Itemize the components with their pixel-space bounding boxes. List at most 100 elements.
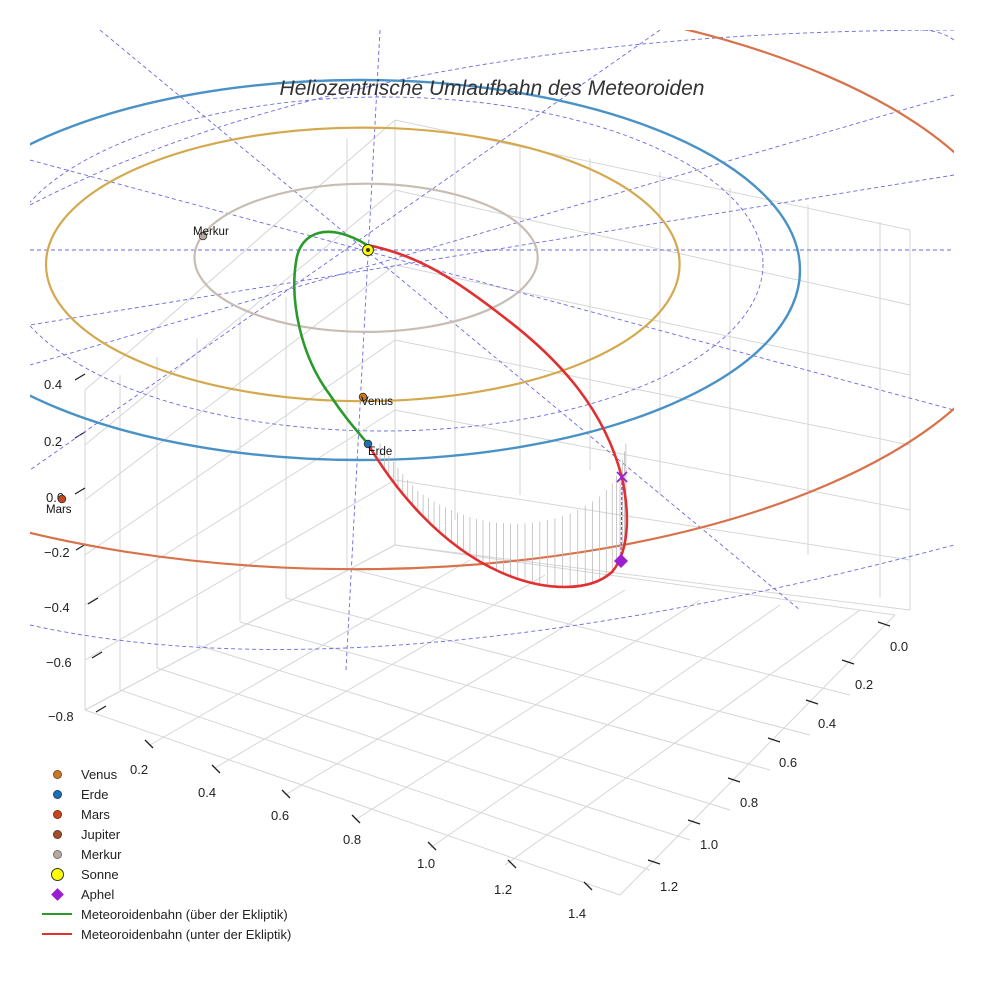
legend-label: Mars xyxy=(81,806,110,822)
x-tick-label: 0.6 xyxy=(271,808,289,823)
grid-line xyxy=(156,667,691,841)
y-tick-mark xyxy=(687,819,701,825)
x-tick-mark xyxy=(507,859,517,869)
planet-venus xyxy=(358,392,368,402)
planet-orbits xyxy=(30,30,954,571)
legend-symbol xyxy=(40,904,74,924)
legend-symbol xyxy=(40,844,74,864)
orbit-merkur xyxy=(193,182,539,333)
planet-label-mars: Mars xyxy=(46,504,72,516)
grid-line xyxy=(394,479,911,561)
aphel-drop-line xyxy=(620,476,623,562)
x-tick-mark xyxy=(211,764,221,774)
planet-label-venus: Venus xyxy=(361,396,393,408)
grid-line xyxy=(354,599,701,821)
y-tick-mark xyxy=(647,859,661,865)
orbit-erde xyxy=(30,78,802,462)
grid-line xyxy=(84,119,396,391)
planet-label-erde: Erde xyxy=(368,446,392,458)
legend-label: Merkur xyxy=(81,846,122,862)
legend-dot-icon xyxy=(52,769,62,779)
z-tick-label: −0.4 xyxy=(44,600,70,615)
orbit-mars xyxy=(30,30,954,571)
legend-item: Jupiter xyxy=(40,824,291,844)
reference-line xyxy=(30,159,954,411)
reference-line xyxy=(30,174,954,326)
legend-label: Sonne xyxy=(81,866,119,882)
z-tick-mark xyxy=(87,597,99,605)
reference-ellipse xyxy=(30,96,764,432)
grid-line xyxy=(394,339,911,446)
grid-line xyxy=(84,264,396,501)
pane-grid xyxy=(84,119,911,896)
y-tick-label: 1.2 xyxy=(660,879,678,894)
z-tick-mark xyxy=(95,705,107,713)
x-tick-label: 0.2 xyxy=(130,762,148,777)
x-tick-label: 1.2 xyxy=(494,882,512,897)
x-tick-mark xyxy=(281,789,291,799)
y-tick-mark xyxy=(767,737,781,743)
grid-line xyxy=(346,567,851,696)
reference-ellipse xyxy=(30,544,954,650)
axis-tick-marks xyxy=(74,373,891,891)
grid-line xyxy=(84,479,396,661)
reference-line xyxy=(99,30,801,611)
grid-line xyxy=(84,189,396,446)
z-tick-mark xyxy=(74,487,86,495)
planet-erde xyxy=(363,439,373,449)
grid-line xyxy=(214,574,546,769)
legend-diamond-icon xyxy=(50,887,64,901)
y-tick-mark xyxy=(877,621,891,627)
planet-label-merkur: Merkur xyxy=(193,226,229,238)
y-tick-label: 0.0 xyxy=(890,639,908,654)
legend-label: Jupiter xyxy=(81,826,121,842)
y-tick-mark xyxy=(727,777,741,783)
x-tick-mark xyxy=(583,881,593,891)
legend-symbol xyxy=(40,784,74,804)
legend-item: Sonne xyxy=(40,864,291,884)
x-tick-label: 1.0 xyxy=(417,856,435,871)
legend-item: Mars xyxy=(40,804,291,824)
legend: Venus Erde Mars Jupiter Merkur Sonne Aphel Mete… xyxy=(40,764,291,944)
drop-lines xyxy=(379,443,627,587)
legend-item: Merkur xyxy=(40,844,291,864)
sun-core xyxy=(366,248,370,252)
y-tick-label: 0.4 xyxy=(818,716,836,731)
x-tick-mark xyxy=(351,814,361,824)
z-tick-mark xyxy=(91,651,103,659)
legend-symbol xyxy=(40,804,74,824)
x-tick-mark xyxy=(144,739,154,749)
y-tick-label: 1.0 xyxy=(700,837,718,852)
legend-label: Aphel xyxy=(81,886,115,902)
planet-markers: Merkur Venus Erde Mars xyxy=(46,226,393,516)
grid-line xyxy=(239,621,771,771)
z-tick-labels: 0.4 0.2 0.0 −0.2 −0.4 −0.6 −0.8 xyxy=(44,377,74,724)
y-tick-label: 0.2 xyxy=(855,677,873,692)
grid-line xyxy=(285,597,811,736)
z-tick-label: −0.2 xyxy=(44,545,70,560)
legend-symbol xyxy=(40,864,74,884)
grid-line xyxy=(429,604,781,849)
legend-item: Aphel xyxy=(40,884,291,904)
y-tick-mark xyxy=(805,699,819,705)
legend-item: Venus xyxy=(40,764,291,784)
grid-line xyxy=(149,559,471,746)
legend-item: Meteoroidenbahn (über der Ekliptik) xyxy=(40,904,291,924)
z-tick-label: −0.6 xyxy=(46,655,72,670)
grid-line xyxy=(196,644,731,811)
y-tick-label: 0.8 xyxy=(740,795,758,810)
chart-title: Heliozentrische Umlaufbahn des Meteoroid… xyxy=(280,77,705,100)
reference-lines xyxy=(30,30,954,671)
legend-label: Venus xyxy=(81,766,118,782)
legend-dot-icon xyxy=(52,849,62,859)
x-tick-label: 1.4 xyxy=(568,906,586,921)
z-tick-label: 0.4 xyxy=(44,377,62,392)
legend-symbol xyxy=(40,924,74,944)
orbit-venus xyxy=(44,126,681,403)
grid-line xyxy=(394,544,896,616)
legend-item: Meteoroidenbahn (unter der Ekliptik) xyxy=(40,924,291,944)
reference-line xyxy=(345,30,381,671)
legend-symbol xyxy=(40,884,74,904)
legend-dot-icon xyxy=(52,809,62,819)
